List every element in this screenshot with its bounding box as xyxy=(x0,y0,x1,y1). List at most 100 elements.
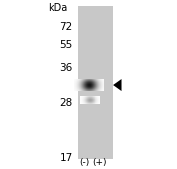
Bar xyxy=(102,85,103,86)
Bar xyxy=(89,103,90,104)
Bar xyxy=(85,84,86,85)
Bar xyxy=(86,98,87,99)
Bar xyxy=(83,102,84,103)
Bar xyxy=(99,89,100,90)
Bar xyxy=(76,82,77,83)
Bar xyxy=(79,79,80,80)
Bar xyxy=(93,89,94,90)
Bar xyxy=(103,80,104,81)
Bar xyxy=(93,87,94,88)
Bar xyxy=(103,88,104,89)
Bar xyxy=(79,87,80,88)
Bar xyxy=(74,88,75,89)
Bar xyxy=(95,98,96,99)
Bar xyxy=(88,83,89,84)
Bar xyxy=(90,87,91,88)
Bar xyxy=(94,96,95,97)
Bar xyxy=(91,98,92,99)
Bar xyxy=(102,80,103,81)
Bar xyxy=(84,86,85,87)
Bar xyxy=(80,85,81,86)
Bar xyxy=(84,81,85,82)
Bar xyxy=(99,98,100,99)
Bar xyxy=(74,86,75,87)
Bar xyxy=(89,86,90,87)
Bar xyxy=(98,99,99,100)
Bar xyxy=(91,84,92,85)
Bar xyxy=(101,89,102,90)
Bar xyxy=(80,86,81,87)
Bar xyxy=(88,80,89,81)
Bar xyxy=(83,85,84,86)
Bar xyxy=(87,98,88,99)
Bar xyxy=(79,83,80,84)
Bar xyxy=(102,86,103,87)
Bar xyxy=(82,90,83,91)
Bar xyxy=(86,101,87,102)
Bar xyxy=(102,89,103,90)
Bar xyxy=(94,81,95,82)
Bar xyxy=(91,85,92,86)
Bar xyxy=(98,88,99,89)
Bar xyxy=(91,81,92,82)
Bar xyxy=(82,89,83,90)
Bar xyxy=(82,87,83,88)
Bar xyxy=(98,81,99,82)
Bar xyxy=(87,80,88,81)
Bar xyxy=(95,90,96,91)
Bar xyxy=(75,90,76,91)
Bar xyxy=(97,81,98,82)
Bar xyxy=(80,89,81,90)
Bar xyxy=(98,100,99,101)
Bar xyxy=(90,85,91,86)
Bar xyxy=(78,90,79,91)
Bar xyxy=(101,88,102,89)
Bar xyxy=(98,97,99,98)
Bar xyxy=(91,88,92,89)
Bar xyxy=(99,87,100,88)
Bar xyxy=(100,79,101,80)
Bar xyxy=(87,96,88,97)
Bar xyxy=(88,88,89,89)
Bar xyxy=(92,101,93,102)
Bar xyxy=(98,96,99,97)
Bar xyxy=(86,79,87,80)
Bar xyxy=(76,81,77,82)
Bar xyxy=(83,101,84,102)
Bar xyxy=(78,84,79,85)
Bar xyxy=(94,99,95,100)
Bar xyxy=(89,101,90,102)
Bar xyxy=(81,84,82,85)
Bar xyxy=(102,83,103,84)
Bar xyxy=(96,86,97,87)
Bar xyxy=(74,83,75,84)
Bar xyxy=(103,83,104,84)
Bar xyxy=(93,100,94,101)
Bar xyxy=(84,98,85,99)
Bar xyxy=(84,84,85,85)
Bar xyxy=(83,82,84,83)
Bar xyxy=(86,82,87,83)
Bar xyxy=(88,98,89,99)
Bar xyxy=(96,84,97,85)
Bar xyxy=(82,103,83,104)
Text: 36: 36 xyxy=(59,63,73,73)
Bar xyxy=(93,102,94,103)
Bar xyxy=(103,81,104,82)
Bar xyxy=(82,99,83,100)
Bar xyxy=(88,82,89,83)
Bar xyxy=(102,87,103,88)
Bar xyxy=(86,99,87,100)
Bar xyxy=(96,96,97,97)
Bar xyxy=(79,84,80,85)
Bar xyxy=(81,98,82,99)
Bar xyxy=(78,89,79,90)
Bar xyxy=(75,88,76,89)
Bar xyxy=(99,81,100,82)
Bar xyxy=(94,103,95,104)
Bar xyxy=(90,103,91,104)
Bar xyxy=(79,81,80,82)
Bar xyxy=(97,79,98,80)
Bar xyxy=(74,87,75,88)
Bar xyxy=(103,85,104,86)
